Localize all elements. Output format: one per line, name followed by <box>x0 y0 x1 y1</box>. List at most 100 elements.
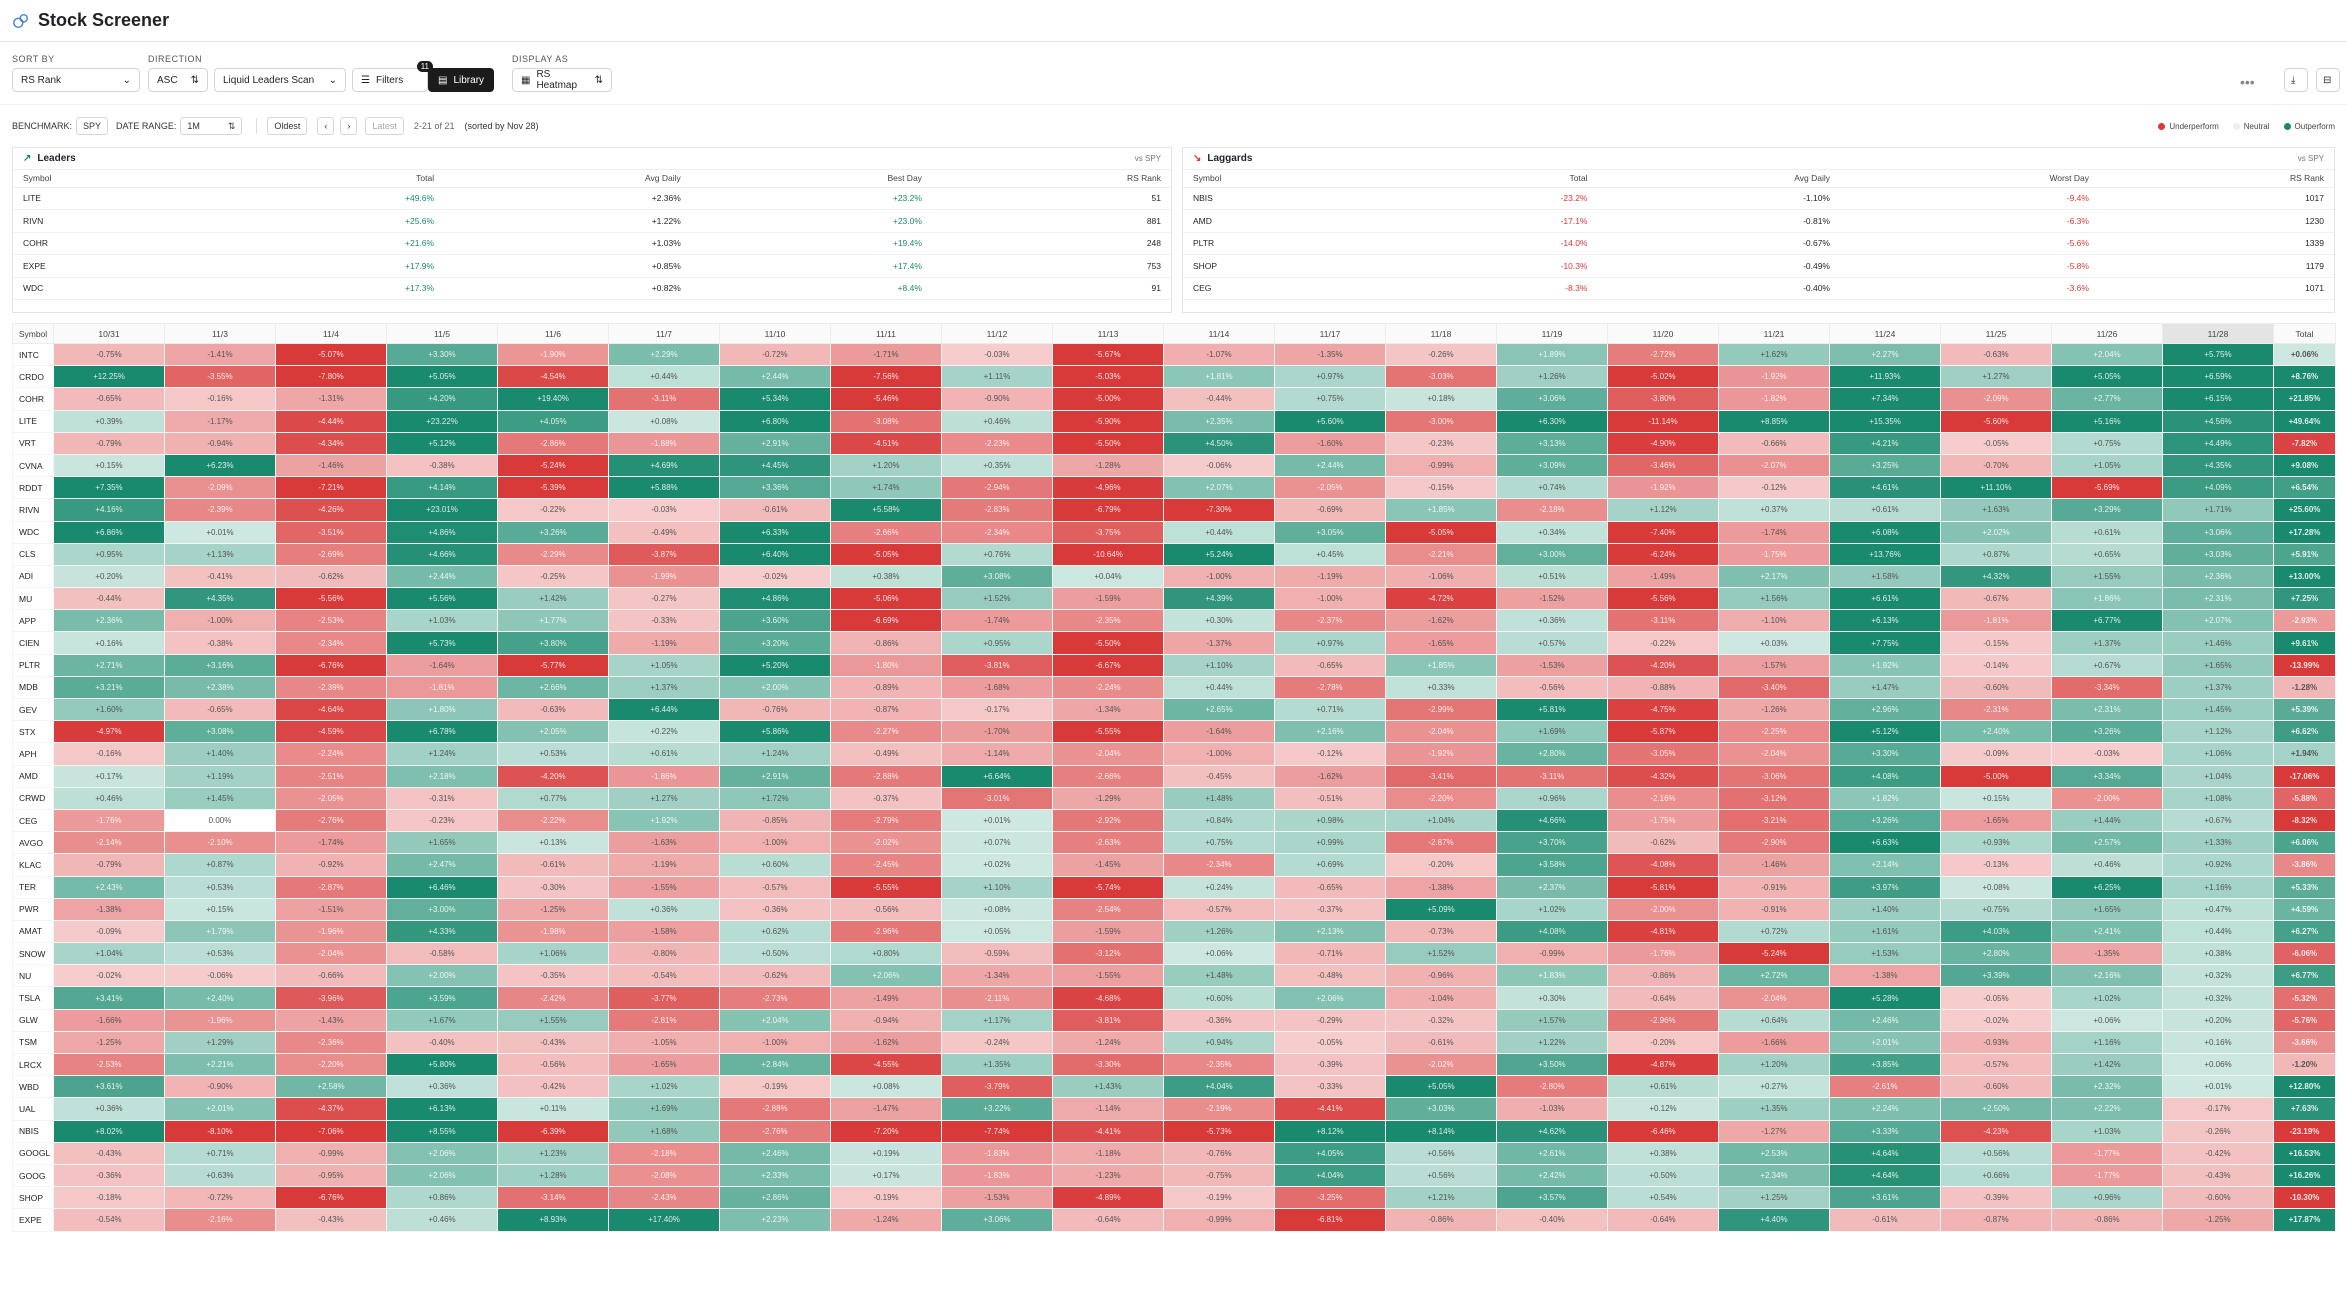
heatmap-cell[interactable]: +2.65% <box>1163 697 1275 722</box>
heatmap-cell[interactable]: +2.16% <box>1274 720 1386 744</box>
heatmap-cell[interactable]: +2.14% <box>1829 853 1941 877</box>
heatmap-cell[interactable]: +1.37% <box>2051 631 2163 655</box>
heatmap-cell[interactable]: -0.65% <box>1274 875 1386 899</box>
heatmap-cell[interactable]: -2.31% <box>1940 697 2052 722</box>
heatmap-cell[interactable]: +2.38% <box>164 675 276 700</box>
heatmap-row[interactable]: PWR -1.38% +0.15% -1.51% +3.00% -1.25% +0.36% -… <box>12 897 2336 921</box>
heatmap-cell[interactable]: -3.41% <box>1385 764 1497 788</box>
heatmap-row[interactable]: TSLA +3.41% +2.40% -3.96% +3.59% -2.42% -3.77%… <box>12 986 2336 1010</box>
heatmap-row[interactable]: RIVN +4.16% -2.39% -4.26% +23.01% -0.22% -0.03… <box>12 498 2336 522</box>
heatmap-cell[interactable]: -0.96% <box>1385 964 1497 988</box>
heatmap-cell[interactable]: -5.07% <box>275 342 387 367</box>
heatmap-cell[interactable]: +0.36% <box>386 1075 498 1099</box>
heatmap-cell[interactable]: +0.94% <box>1163 1030 1275 1055</box>
heatmap-cell[interactable]: +0.61% <box>1607 1075 1719 1099</box>
date-header[interactable]: 10/31 <box>53 323 165 344</box>
heatmap-cell[interactable]: +2.50% <box>1940 1097 2052 1121</box>
heatmap-cell[interactable]: -1.60% <box>1274 431 1386 455</box>
heatmap-cell[interactable]: +0.67% <box>2162 808 2274 833</box>
heatmap-cell[interactable]: -0.80% <box>608 942 720 966</box>
heatmap-cell[interactable]: +3.36% <box>719 476 831 500</box>
heatmap-row[interactable]: GOOGL -0.43% +0.71% -0.99% +2.06% +1.23% -2.18… <box>12 1141 2336 1165</box>
heatmap-row[interactable]: WBD +3.61% -0.90% +2.58% +0.36% -0.42% +1.02% -… <box>12 1075 2336 1099</box>
heatmap-cell[interactable]: -1.58% <box>608 919 720 944</box>
heatmap-cell[interactable]: +6.78% <box>386 720 498 744</box>
heatmap-cell[interactable]: -0.18% <box>53 1186 165 1210</box>
heatmap-cell[interactable]: -2.29% <box>497 542 609 566</box>
heatmap-cell[interactable]: -0.36% <box>53 1163 165 1188</box>
heatmap-cell[interactable]: +1.03% <box>2051 1119 2163 1143</box>
panel-toggle-button[interactable]: ⊟ <box>2316 68 2340 92</box>
heatmap-cell[interactable]: -0.79% <box>53 853 165 877</box>
heatmap-cell[interactable]: +4.49% <box>2162 431 2274 455</box>
heatmap-cell[interactable]: +0.56% <box>1385 1141 1497 1165</box>
heatmap-cell[interactable]: +1.40% <box>1829 897 1941 921</box>
heatmap-cell[interactable]: -0.15% <box>1385 476 1497 500</box>
heatmap-cell[interactable]: -0.70% <box>1940 453 2052 478</box>
heatmap-cell[interactable]: -0.02% <box>1940 1008 2052 1032</box>
heatmap-cell[interactable]: -0.61% <box>497 853 609 877</box>
heatmap-cell[interactable]: -0.19% <box>719 1075 831 1099</box>
heatmap-cell[interactable]: +0.95% <box>941 631 1053 655</box>
heatmap-cell[interactable]: -2.92% <box>1052 808 1164 833</box>
heatmap-cell[interactable]: +6.63% <box>1829 831 1941 855</box>
heatmap-cell[interactable]: -0.90% <box>164 1075 276 1099</box>
heatmap-cell[interactable]: +4.39% <box>1163 587 1275 611</box>
heatmap-cell[interactable]: -2.69% <box>275 542 387 566</box>
heatmap-cell[interactable]: -5.05% <box>1385 520 1497 544</box>
heatmap-cell[interactable]: -2.88% <box>719 1097 831 1121</box>
heatmap-cell[interactable]: -0.32% <box>1385 1008 1497 1032</box>
heatmap-cell[interactable]: -3.96% <box>275 986 387 1010</box>
heatmap-cell[interactable]: -0.93% <box>1940 1030 2052 1055</box>
heatmap-cell[interactable]: +8.93% <box>497 1208 609 1232</box>
heatmap-cell[interactable]: -0.20% <box>1607 1030 1719 1055</box>
heatmap-cell[interactable]: -4.54% <box>497 365 609 389</box>
heatmap-cell[interactable]: +0.15% <box>53 453 165 478</box>
heatmap-cell[interactable]: +1.02% <box>2051 986 2163 1010</box>
heatmap-cell[interactable]: +0.19% <box>830 1141 942 1165</box>
heatmap-cell[interactable]: -2.11% <box>941 986 1053 1010</box>
heatmap-cell[interactable]: +1.08% <box>2162 786 2274 810</box>
heatmap-cell[interactable]: +4.05% <box>497 409 609 433</box>
date-header[interactable]: 11/5 <box>386 323 498 344</box>
heatmap-cell[interactable]: -2.22% <box>497 808 609 833</box>
heatmap-cell[interactable]: -4.37% <box>275 1097 387 1121</box>
heatmap-cell[interactable]: -2.14% <box>53 831 165 855</box>
heatmap-cell[interactable]: +5.58% <box>830 498 942 522</box>
heatmap-cell[interactable]: -0.17% <box>2162 1097 2274 1121</box>
heatmap-cell[interactable]: -2.39% <box>164 498 276 522</box>
heatmap-cell[interactable]: -1.68% <box>941 675 1053 700</box>
heatmap-cell[interactable]: -1.26% <box>1718 697 1830 722</box>
heatmap-cell[interactable]: +3.06% <box>1496 387 1608 411</box>
heatmap-cell[interactable]: -0.22% <box>497 498 609 522</box>
heatmap-cell[interactable]: +3.80% <box>497 631 609 655</box>
latest-button[interactable]: Latest <box>365 117 404 135</box>
heatmap-cell[interactable]: +1.04% <box>1385 808 1497 833</box>
heatmap-cell[interactable]: +11.93% <box>1829 365 1941 389</box>
heatmap-cell[interactable]: +0.92% <box>2162 853 2274 877</box>
heatmap-cell[interactable]: -2.04% <box>1385 720 1497 744</box>
heatmap-cell[interactable]: +2.41% <box>2051 919 2163 944</box>
heatmap-cell[interactable]: +0.96% <box>1496 786 1608 810</box>
heatmap-cell[interactable]: -0.49% <box>830 742 942 766</box>
heatmap-cell[interactable]: -0.03% <box>2051 742 2163 766</box>
heatmap-cell[interactable]: +2.32% <box>2051 1075 2163 1099</box>
table-row[interactable]: WDC +17.3% +0.82% +8.4% 91 <box>13 277 1171 300</box>
heatmap-cell[interactable]: +2.31% <box>2162 587 2274 611</box>
heatmap-cell[interactable]: -3.81% <box>1052 1008 1164 1032</box>
heatmap-cell[interactable]: +2.04% <box>2051 342 2163 367</box>
column-header[interactable]: RS Rank <box>931 170 1171 188</box>
heatmap-cell[interactable]: +0.08% <box>608 409 720 433</box>
heatmap-cell[interactable]: -0.79% <box>53 431 165 455</box>
heatmap-cell[interactable]: -1.14% <box>941 742 1053 766</box>
date-header[interactable]: 11/20 <box>1607 323 1719 344</box>
heatmap-cell[interactable]: -1.71% <box>830 342 942 367</box>
heatmap-cell[interactable]: -2.04% <box>1718 986 1830 1010</box>
heatmap-cell[interactable]: +0.33% <box>1385 675 1497 700</box>
heatmap-cell[interactable]: -1.83% <box>941 1163 1053 1188</box>
heatmap-cell[interactable]: -1.64% <box>386 653 498 677</box>
heatmap-cell[interactable]: +1.03% <box>386 609 498 633</box>
heatmap-cell[interactable]: -7.74% <box>941 1119 1053 1143</box>
heatmap-cell[interactable]: +4.32% <box>1940 564 2052 589</box>
heatmap-cell[interactable]: -2.39% <box>275 675 387 700</box>
